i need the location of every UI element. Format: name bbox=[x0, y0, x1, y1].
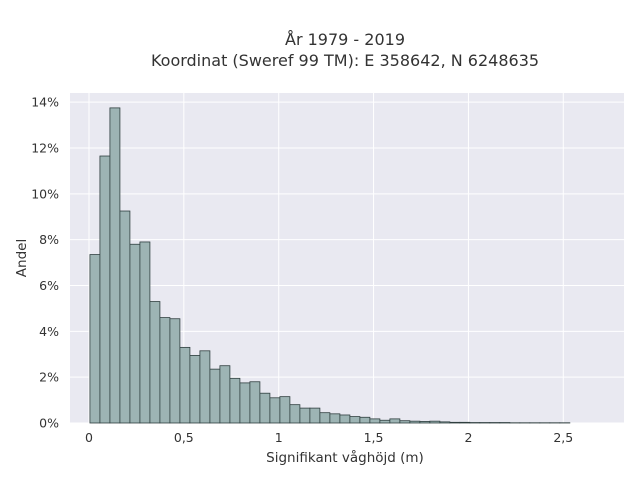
histogram-bar bbox=[239, 382, 251, 424]
histogram-bar bbox=[119, 210, 131, 424]
y-axis-ticks: 0% 2% 4% 6% 8% 10% 12% 14% bbox=[31, 95, 59, 431]
histogram-bar bbox=[279, 396, 291, 424]
chart-title-line2: Koordinat (Sweref 99 TM): E 358642, N 62… bbox=[151, 51, 539, 70]
histogram-bar bbox=[299, 407, 311, 424]
histogram-bar bbox=[219, 365, 231, 424]
x-axis-ticks: 0 0,5 1 1,5 2 2,5 bbox=[85, 430, 573, 445]
histogram-bar bbox=[129, 243, 141, 424]
histogram-bar bbox=[379, 419, 391, 424]
y-tick-label: 2% bbox=[39, 370, 59, 385]
x-tick-label: 0,5 bbox=[174, 430, 194, 445]
y-axis-label: Andel bbox=[14, 239, 30, 277]
y-tick-label: 6% bbox=[39, 278, 59, 293]
histogram-bar bbox=[419, 420, 431, 424]
x-tick-label: 2 bbox=[464, 430, 472, 445]
chart-title-line1: År 1979 - 2019 bbox=[285, 30, 405, 49]
histogram-bars bbox=[89, 107, 571, 424]
histogram-bar bbox=[199, 350, 211, 424]
histogram-bar bbox=[229, 377, 241, 424]
histogram-bar bbox=[89, 254, 101, 424]
histogram-bar bbox=[249, 381, 261, 424]
histogram-bar bbox=[329, 413, 341, 424]
histogram-bar bbox=[269, 397, 281, 424]
histogram-bar bbox=[359, 416, 371, 424]
histogram-bar bbox=[339, 414, 351, 424]
histogram-bar bbox=[389, 418, 401, 424]
x-tick-label: 1 bbox=[275, 430, 283, 445]
y-tick-label: 14% bbox=[31, 95, 59, 110]
histogram-bar bbox=[149, 301, 161, 424]
y-tick-label: 0% bbox=[39, 416, 59, 431]
histogram-bar bbox=[349, 416, 361, 424]
histogram-bar bbox=[459, 421, 471, 424]
histogram-bar bbox=[109, 107, 121, 424]
x-axis-label: Signifikant våghöjd (m) bbox=[266, 449, 424, 466]
histogram-bar bbox=[289, 404, 301, 424]
y-tick-label: 10% bbox=[31, 186, 59, 201]
histogram-bar bbox=[399, 420, 411, 424]
x-tick-label: 2,5 bbox=[553, 430, 573, 445]
histogram-bar bbox=[209, 368, 221, 424]
histogram-bar bbox=[259, 392, 271, 424]
histogram-bar bbox=[169, 318, 181, 424]
histogram-bar bbox=[99, 155, 111, 424]
histogram-bar bbox=[409, 420, 421, 424]
histogram-bar bbox=[179, 346, 191, 424]
x-tick-label: 0 bbox=[85, 430, 93, 445]
y-tick-label: 4% bbox=[39, 324, 59, 339]
y-tick-label: 12% bbox=[31, 141, 59, 156]
histogram-bar bbox=[159, 317, 171, 424]
histogram-bar bbox=[139, 241, 151, 424]
histogram-bar bbox=[319, 412, 331, 424]
histogram-bar bbox=[439, 421, 451, 424]
histogram-bar bbox=[369, 418, 381, 424]
histogram-bar bbox=[189, 354, 201, 424]
histogram-bar bbox=[449, 421, 461, 424]
y-tick-label: 8% bbox=[39, 232, 59, 247]
histogram-bar bbox=[429, 420, 441, 424]
histogram-bar bbox=[309, 407, 321, 424]
x-tick-label: 1,5 bbox=[364, 430, 384, 445]
